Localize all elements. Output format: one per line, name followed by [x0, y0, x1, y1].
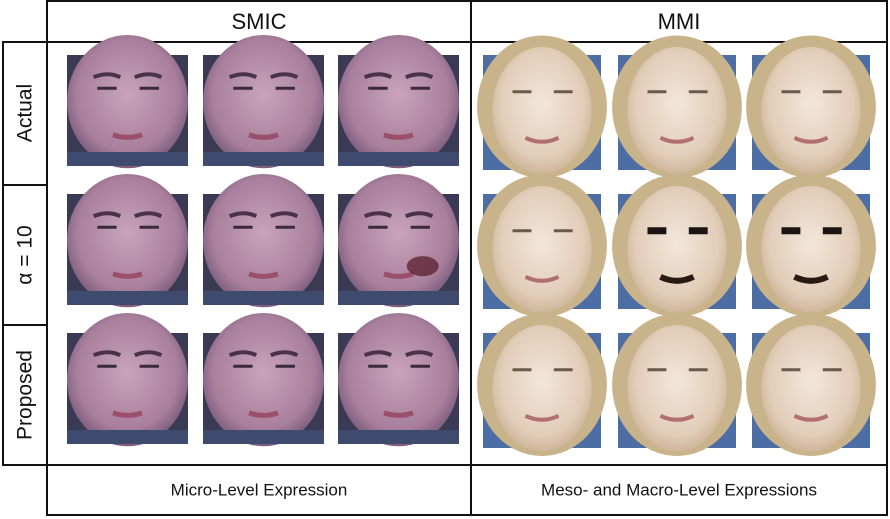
shirt [67, 291, 188, 305]
face [338, 174, 459, 307]
shirt [203, 152, 324, 166]
row-label: α = 10 [14, 225, 37, 284]
row-label: Actual [14, 84, 37, 142]
figure: SMIC MMI Actual α = 10 Proposed Micro-Le… [0, 0, 890, 519]
face [627, 186, 726, 313]
face [492, 325, 591, 452]
column-title: SMIC [232, 9, 287, 34]
artifact [407, 256, 439, 276]
shirt [203, 430, 324, 444]
shirt [67, 152, 188, 166]
face [492, 47, 591, 174]
face [338, 313, 459, 446]
mouth [384, 274, 413, 277]
shirt [203, 291, 324, 305]
mouth [249, 135, 278, 138]
footer-label: Micro-Level Expression [171, 480, 348, 499]
mouth [384, 413, 413, 416]
mouth [113, 135, 142, 138]
face [203, 313, 324, 446]
shirt [338, 152, 459, 166]
mouth [113, 274, 142, 277]
mouth [384, 135, 413, 138]
shirt [338, 291, 459, 305]
face [203, 174, 324, 307]
face [627, 47, 726, 174]
mouth [249, 413, 278, 416]
face [492, 186, 591, 313]
face [761, 325, 860, 452]
footer-label: Meso- and Macro-Level Expressions [541, 480, 817, 499]
shirt [338, 430, 459, 444]
mouth [113, 413, 142, 416]
face [761, 186, 860, 313]
shirt [67, 430, 188, 444]
face [67, 313, 188, 446]
face [761, 47, 860, 174]
mouth [249, 274, 278, 277]
face [338, 35, 459, 168]
face [67, 174, 188, 307]
column-title: MMI [658, 9, 701, 34]
face [627, 325, 726, 452]
face [203, 35, 324, 168]
row-label: Proposed [14, 350, 37, 440]
face [67, 35, 188, 168]
